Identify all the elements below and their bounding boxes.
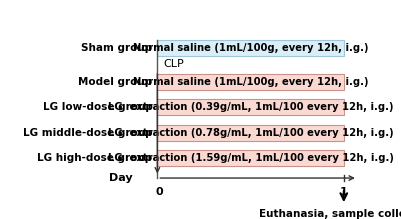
Bar <box>157 99 344 115</box>
Text: Euthanasia, sample collection: Euthanasia, sample collection <box>259 209 401 219</box>
Bar <box>157 40 344 56</box>
Bar <box>157 125 344 141</box>
Text: LG  extraction (0.39g/mL, 1mL/100 every 12h, i.g.): LG extraction (0.39g/mL, 1mL/100 every 1… <box>108 102 393 112</box>
Text: LG low-dose group: LG low-dose group <box>43 102 153 112</box>
Text: 0: 0 <box>155 187 163 197</box>
Bar <box>157 74 344 90</box>
Text: Normal saline (1mL/100g, every 12h, i.g.): Normal saline (1mL/100g, every 12h, i.g.… <box>133 77 369 87</box>
Text: LG  extraction (0.78g/mL, 1mL/100 every 12h, i.g.): LG extraction (0.78g/mL, 1mL/100 every 1… <box>108 127 393 138</box>
Text: Normal saline (1mL/100g, every 12h, i.g.): Normal saline (1mL/100g, every 12h, i.g.… <box>133 43 369 53</box>
Text: LG  extraction (1.59g/mL, 1mL/100 every 12h, i.g.): LG extraction (1.59g/mL, 1mL/100 every 1… <box>107 153 393 163</box>
Text: LG high-dose group: LG high-dose group <box>37 153 153 163</box>
Text: Day: Day <box>109 173 133 183</box>
Text: Sham group: Sham group <box>81 43 153 53</box>
Text: Model group: Model group <box>79 77 153 87</box>
Bar <box>157 150 344 166</box>
Text: CLP: CLP <box>164 59 184 69</box>
Text: LG middle-dose group: LG middle-dose group <box>23 127 153 138</box>
Text: 1: 1 <box>340 187 348 197</box>
